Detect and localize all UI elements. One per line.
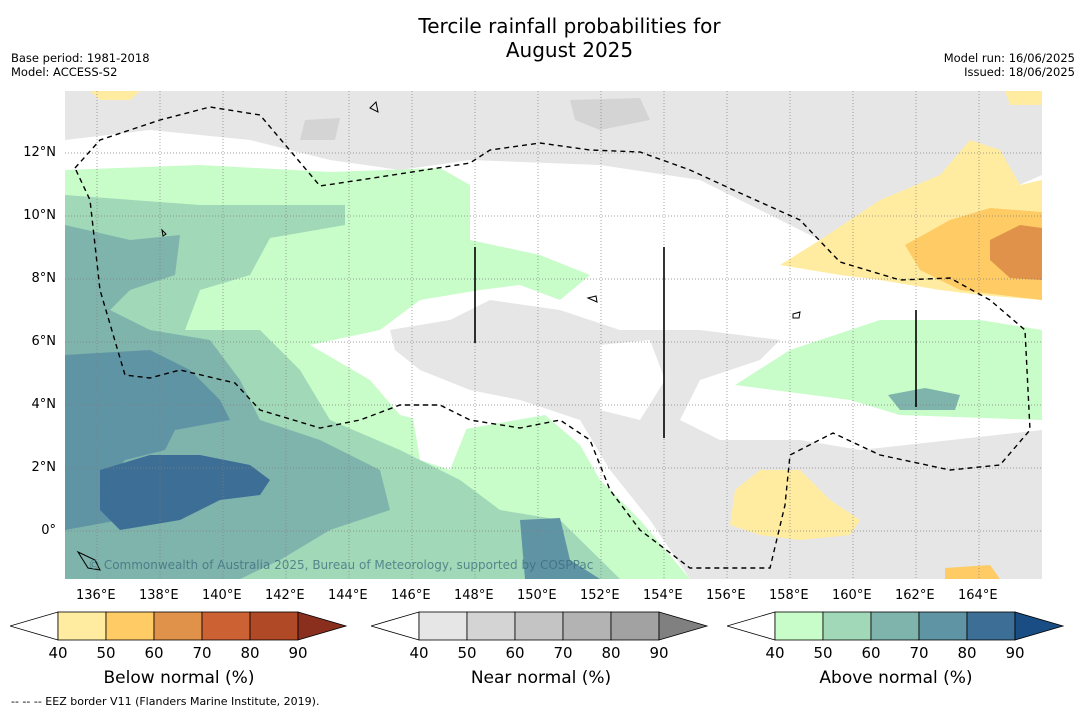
colorbar-tick-label: 70 (192, 644, 211, 662)
colorbar-tick-label: 60 (144, 644, 163, 662)
lat-label: 10°N (23, 208, 56, 223)
colorbar-tick-label: 90 (1005, 644, 1024, 662)
below-50-patch-ne (1005, 91, 1042, 105)
colorbar-arrow-high (659, 612, 707, 640)
map-layers (65, 91, 1042, 579)
lon-label: 154°E (643, 588, 683, 603)
colorbar-segment (967, 612, 1015, 640)
colorbar-arrow-low (10, 612, 58, 640)
colorbar-tick-label: 50 (457, 644, 476, 662)
lon-label: 146°E (391, 588, 431, 603)
lat-label: 4°N (32, 397, 57, 412)
lon-label: 150°E (517, 588, 557, 603)
lat-label: 12°N (23, 145, 56, 160)
lon-label: 142°E (265, 588, 305, 603)
colorbar-tick-label: 80 (240, 644, 259, 662)
colorbar-tick-label: 40 (48, 644, 67, 662)
lon-label: 138°E (139, 588, 179, 603)
colorbar-segment (58, 612, 106, 640)
colorbar-tick-label: 50 (96, 644, 115, 662)
colorbar-segment (419, 612, 467, 640)
colorbar-segment (871, 612, 919, 640)
colorbar-near (371, 606, 711, 646)
lat-label: 6°N (32, 334, 57, 349)
colorbar-above (727, 606, 1067, 646)
lon-label: 160°E (832, 588, 872, 603)
near-60-patch-1 (300, 118, 340, 140)
colorbar-tick-label: 50 (813, 644, 832, 662)
lat-label: 2°N (32, 460, 57, 475)
colorbar-segment (919, 612, 967, 640)
lon-label: 148°E (454, 588, 494, 603)
colorbar-above-title: Above normal (%) (819, 668, 972, 688)
colorbar-segment (611, 612, 659, 640)
colorbar-arrow-high (1015, 612, 1063, 640)
colorbar-tick-label: 40 (409, 644, 428, 662)
lon-label: 158°E (769, 588, 809, 603)
colorbar-near-title: Near normal (%) (471, 668, 611, 688)
lon-label: 136°E (76, 588, 116, 603)
lon-label: 140°E (202, 588, 242, 603)
lon-label: 152°E (580, 588, 620, 603)
lat-label: 8°N (32, 271, 57, 286)
colorbar-segment (106, 612, 154, 640)
lon-label: 144°E (328, 588, 368, 603)
lat-label: 0° (41, 523, 56, 538)
colorbar-segment (823, 612, 871, 640)
colorbar-arrow-low (727, 612, 775, 640)
probability-map (0, 0, 1085, 600)
colorbar-tick-label: 40 (765, 644, 784, 662)
copyright-notice: © Commonwealth of Australia 2025, Bureau… (88, 558, 593, 572)
colorbar-tick-label: 70 (553, 644, 572, 662)
colorbar-tick-label: 60 (505, 644, 524, 662)
colorbar-segment (154, 612, 202, 640)
colorbar-tick-label: 90 (649, 644, 668, 662)
colorbar-arrow-high (298, 612, 346, 640)
lon-label: 156°E (706, 588, 746, 603)
colorbar-arrow-low (371, 612, 419, 640)
colorbar-segment (563, 612, 611, 640)
colorbar-segment (250, 612, 298, 640)
colorbar-segment (515, 612, 563, 640)
colorbar-tick-label: 70 (909, 644, 928, 662)
colorbar-segment (467, 612, 515, 640)
colorbar-tick-label: 80 (601, 644, 620, 662)
lon-label: 162°E (895, 588, 935, 603)
lon-label: 164°E (958, 588, 998, 603)
colorbar-tick-label: 80 (957, 644, 976, 662)
colorbar-segment (775, 612, 823, 640)
colorbar-segment (202, 612, 250, 640)
colorbar-below (10, 606, 350, 646)
colorbar-tick-label: 90 (288, 644, 307, 662)
colorbar-tick-label: 60 (861, 644, 880, 662)
eez-legend-note: -- -- -- EEZ border V11 (Flanders Marine… (11, 695, 319, 708)
colorbar-below-title: Below normal (%) (104, 668, 255, 688)
